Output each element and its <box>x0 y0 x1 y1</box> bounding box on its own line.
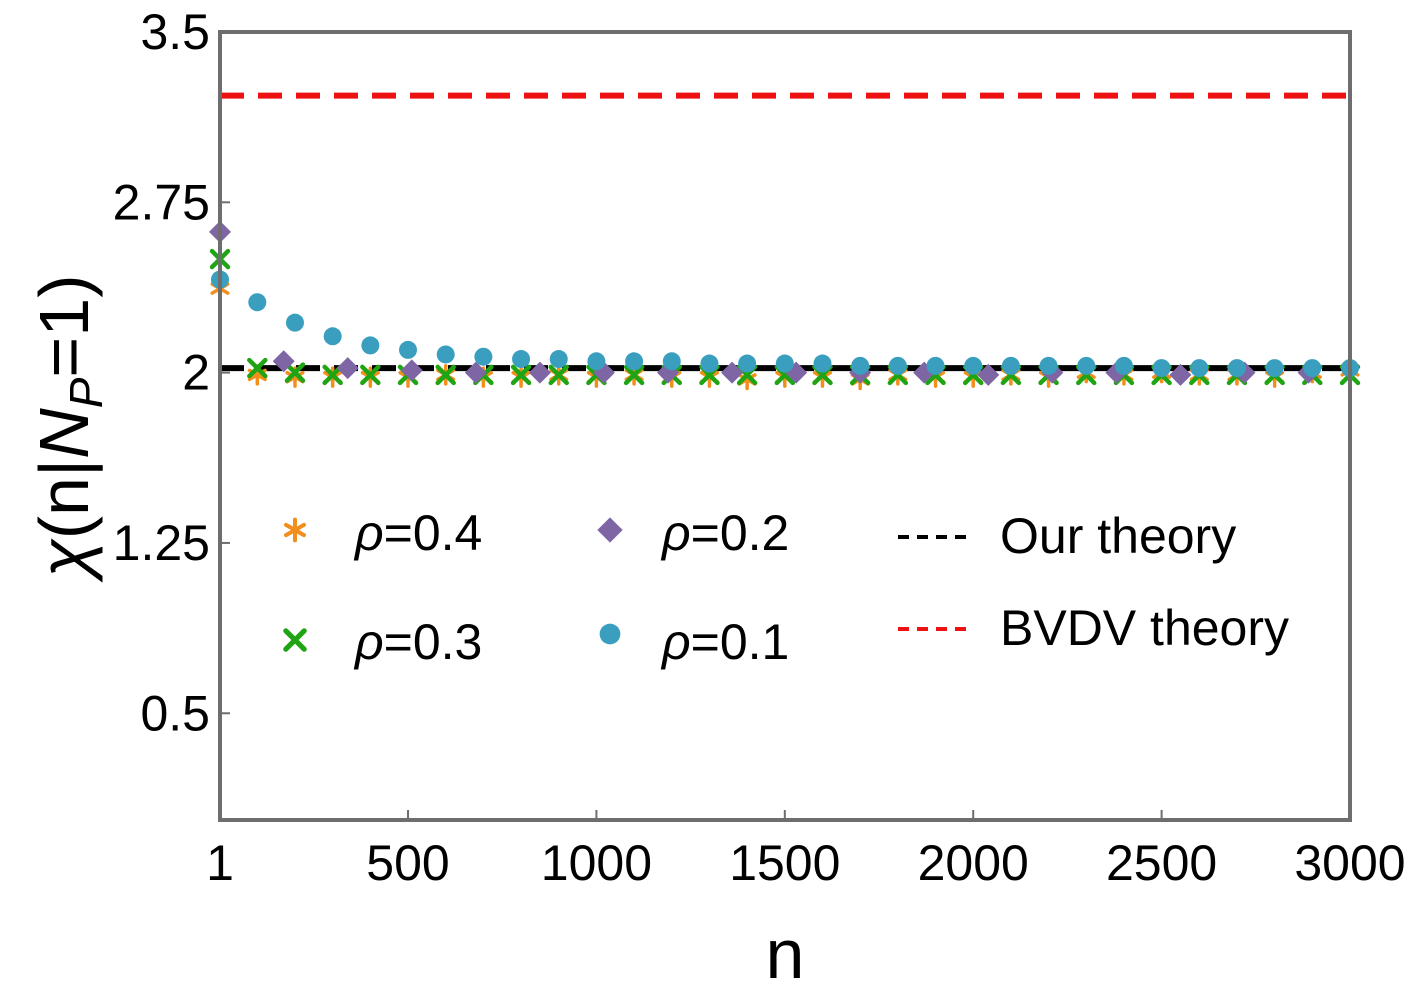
legend-label-rho-0.1: ρ=0.1 <box>660 614 789 670</box>
data-point-diamond <box>977 363 1000 386</box>
legend-label-rho-0.2: ρ=0.2 <box>660 505 789 561</box>
data-point-circle <box>436 345 455 364</box>
legend-label-rho-0.4: ρ=0.4 <box>353 505 482 561</box>
legend-marker-cross <box>283 628 307 652</box>
legend: ρ=0.4 ρ=0.3 ρ=0.2 ρ=0.1 Our theory BVDV … <box>283 505 1289 670</box>
legend-marker-diamond <box>597 517 623 543</box>
y-tick-label: 1.25 <box>113 515 210 571</box>
data-point-circle <box>361 336 380 355</box>
reference-lines <box>220 92 1350 372</box>
y-tick-label: 0.5 <box>140 685 210 741</box>
data-point-circle <box>399 340 418 359</box>
data-point-circle <box>1303 359 1322 378</box>
y-tick-label: 2.75 <box>113 174 210 230</box>
legend-item-rho-0.1: ρ=0.1 <box>599 614 789 670</box>
y-tick-label: 3.5 <box>140 4 210 60</box>
legend-item-rho-0.4: ρ=0.4 <box>284 505 482 561</box>
legend-symbol-cross <box>283 628 307 652</box>
data-point-circle <box>964 356 983 375</box>
data-point-cross <box>548 364 569 386</box>
y-axis-title-sub: P <box>60 377 112 408</box>
data-point-circle <box>1077 356 1096 375</box>
legend-label-bvdv-theory: BVDV theory <box>1000 600 1289 656</box>
data-point-cross <box>510 364 532 386</box>
y-axis-title-close: =1) <box>25 274 103 377</box>
data-point-circle <box>1152 359 1171 378</box>
data-point-circle <box>926 356 945 375</box>
legend-symbol-asterisk <box>284 517 306 543</box>
legend-item-bvdv-theory: BVDV theory <box>898 600 1289 656</box>
series-diamond <box>209 220 1320 386</box>
legend-symbol-diamond <box>597 517 623 543</box>
y-axis-title-chi: χ <box>25 538 103 584</box>
data-point-circle <box>549 350 568 369</box>
y-axis-title-open: (n| <box>25 459 103 539</box>
data-point-circle <box>1190 359 1209 378</box>
data-point-circle <box>248 293 267 312</box>
y-axis-title: χ(n|NP=1) <box>25 274 112 583</box>
data-point-diamond <box>400 359 423 382</box>
data-point-circle <box>662 352 681 371</box>
data-point-circle <box>587 352 606 371</box>
x-tick-label: 1000 <box>541 835 652 891</box>
data-point-circle <box>813 354 832 373</box>
data-point-diamond <box>272 350 295 373</box>
legend-label-our-theory: Our theory <box>1000 508 1236 564</box>
legend-label-rho-0.3: ρ=0.3 <box>353 614 482 670</box>
data-point-cross <box>247 357 268 379</box>
x-tick-label: 1 <box>206 835 234 891</box>
data-point-circle <box>474 347 493 366</box>
data-point-circle <box>1039 356 1058 375</box>
data-point-cross <box>435 364 456 386</box>
data-point-circle <box>1001 356 1020 375</box>
legend-marker-asterisk <box>284 517 306 543</box>
legend-item-rho-0.3: ρ=0.3 <box>283 614 482 670</box>
data-point-circle <box>1265 359 1284 378</box>
legend-item-our-theory: Our theory <box>898 508 1236 564</box>
data-point-circle <box>888 356 907 375</box>
legend-marker-circle <box>599 623 621 645</box>
legend-item-rho-0.2: ρ=0.2 <box>597 505 789 561</box>
data-point-cross <box>360 364 381 386</box>
x-tick-label: 1500 <box>729 835 840 891</box>
data-point-diamond <box>528 361 551 384</box>
y-tick-label: 2 <box>182 345 210 401</box>
data-point-circle <box>512 350 531 369</box>
data-point-circle <box>738 354 757 373</box>
data-point-diamond <box>1169 363 1192 386</box>
data-point-circle <box>1227 359 1246 378</box>
data-point-circle <box>700 354 719 373</box>
data-point-cross <box>284 362 306 383</box>
data-point-circle <box>851 356 870 375</box>
x-tick-label: 3000 <box>1294 835 1405 891</box>
x-tick-label: 2500 <box>1106 835 1217 891</box>
plot-frame <box>218 30 1352 822</box>
x-tick-label: 2000 <box>918 835 1029 891</box>
y-axis-title-n: N <box>25 408 103 459</box>
x-tick-label: 500 <box>366 835 449 891</box>
data-point-cross <box>322 364 343 386</box>
data-point-circle <box>775 354 794 373</box>
data-point-diamond <box>336 357 359 380</box>
series-circle <box>211 270 1359 378</box>
data-point-circle <box>285 313 304 332</box>
x-axis-title: n <box>766 915 805 993</box>
data-point-circle <box>1114 356 1133 375</box>
data-point-cross <box>623 364 645 386</box>
data-point-diamond <box>464 361 487 384</box>
legend-symbol-circle <box>599 623 621 645</box>
data-markers <box>209 220 1361 391</box>
data-point-diamond <box>721 361 744 384</box>
data-point-circle <box>323 327 342 346</box>
data-point-circle <box>625 352 644 371</box>
